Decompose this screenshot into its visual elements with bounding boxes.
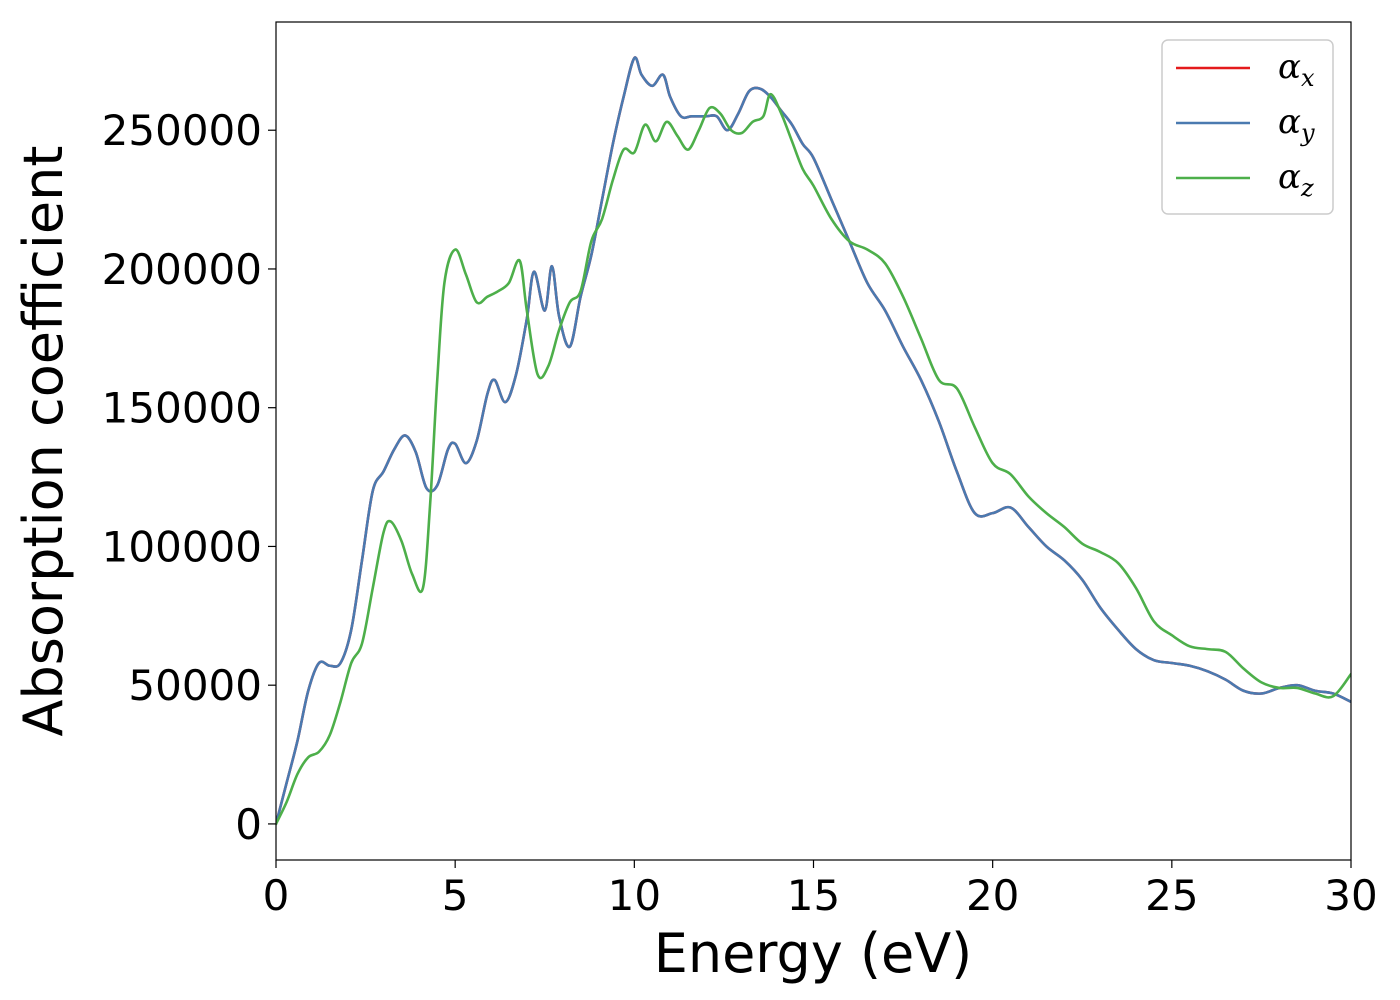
y-tick-label: 150000 [102,384,262,433]
x-axis-ticks: 0 5 10 15 20 25 30 [263,860,1378,920]
y-tick-label: 250000 [102,106,262,155]
x-tick-label: 5 [442,871,469,920]
y-axis-label: Absorption coefficient [12,146,75,737]
legend-box [1161,39,1334,215]
y-tick-label: 50000 [128,661,262,710]
x-tick-label: 30 [1324,871,1377,920]
y-tick-label: 0 [235,800,262,849]
y-axis-ticks: 0 50000 100000 150000 200000 250000 [102,106,276,849]
x-tick-label: 15 [787,871,840,920]
x-tick-label: 0 [263,871,290,920]
series-line-y [276,56,1351,826]
x-tick-label: 10 [608,871,661,920]
x-tick-label: 20 [966,871,1019,920]
x-tick-label: 25 [1145,871,1198,920]
series-line-z [276,92,1351,826]
y-tick-label: 200000 [102,245,262,294]
x-axis-label: Energy (eV) [654,922,973,985]
y-tick-label: 100000 [102,522,262,571]
series-layer [276,56,1351,826]
